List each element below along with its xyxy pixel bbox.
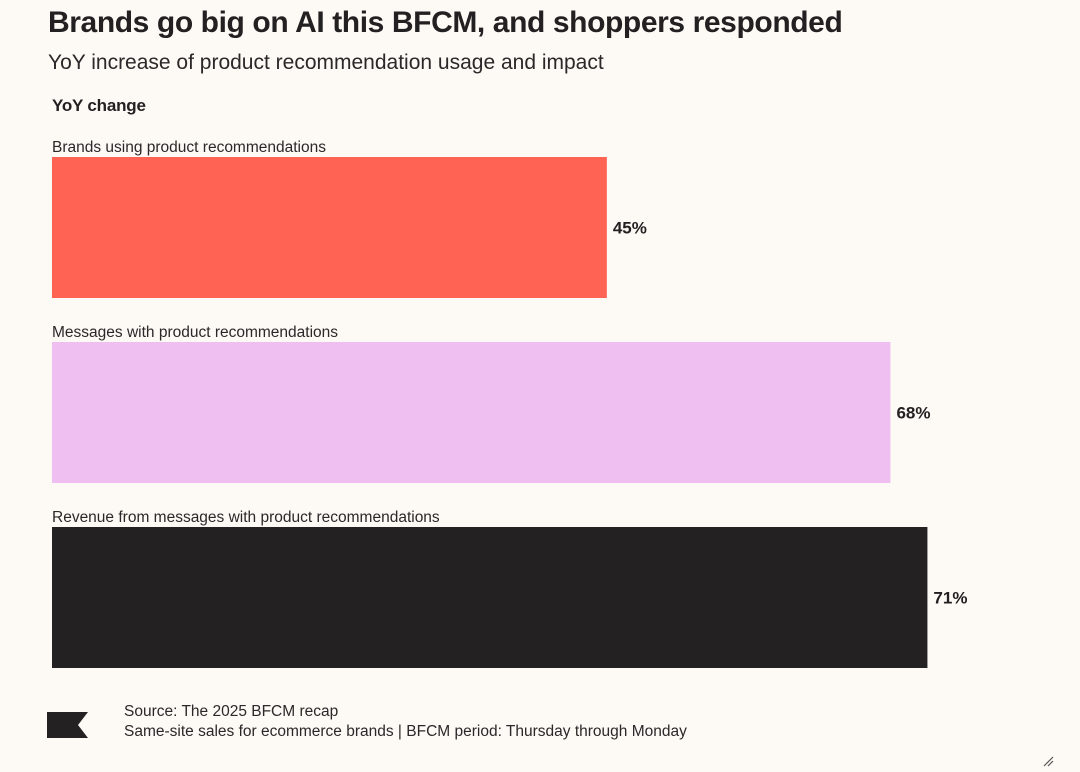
value-label-brands-using-product-recommendations: 45% (613, 219, 647, 238)
page-title: Brands go big on AI this BFCM, and shopp… (48, 6, 843, 39)
resize-handle-icon[interactable] (1042, 754, 1054, 772)
bar-brands-using-product-recommendations (52, 157, 607, 298)
source-text: Source: The 2025 BFCM recap (124, 703, 339, 720)
bar-revenue-from-messages-with-product-recommendations (52, 527, 928, 668)
page-subtitle: YoY increase of product recommendation u… (48, 51, 604, 74)
bar-chart: Brands using product recommendations 45% M… (52, 139, 967, 668)
brand-flag-icon (47, 712, 88, 743)
axis-title: YoY change (52, 96, 146, 115)
bar-messages-with-product-recommendations (52, 342, 891, 483)
footnote-text: Same-site sales for ecommerce brands | B… (124, 723, 687, 740)
category-label-messages-with-product-recommendations: Messages with product recommendations (52, 324, 338, 341)
category-label-brands-using-product-recommendations: Brands using product recommendations (52, 139, 326, 156)
category-label-revenue-from-messages-with-product-recommendations: Revenue from messages with product recom… (52, 509, 440, 526)
value-label-revenue-from-messages-with-product-recommendations: 71% (933, 589, 967, 608)
value-label-messages-with-product-recommendations: 68% (896, 404, 930, 423)
